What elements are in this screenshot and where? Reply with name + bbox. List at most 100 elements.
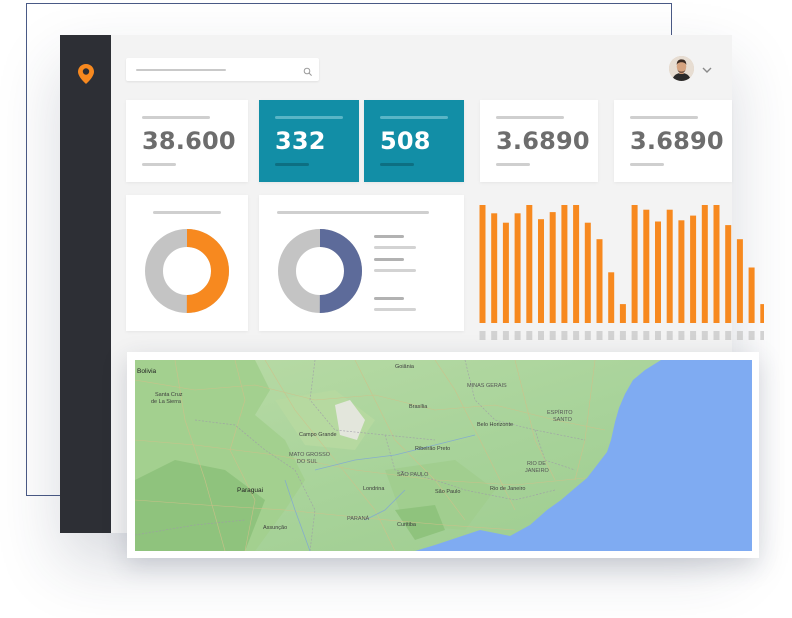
kpi-caption-line <box>380 163 414 166</box>
map-label: SÃO PAULO <box>397 472 429 478</box>
map-label: São Paulo <box>435 489 461 495</box>
kpi-card-3[interactable]: 508 <box>364 100 464 182</box>
map-label: Curitiba <box>397 522 416 528</box>
legend-line <box>374 297 404 300</box>
bar-tick-label-placeholder <box>631 331 638 340</box>
bar <box>713 205 720 323</box>
map-label: Santa Cruz <box>155 392 183 398</box>
bar <box>538 219 544 323</box>
bar-tick-label-placeholder <box>760 331 764 340</box>
bar <box>748 267 755 323</box>
map-label: Ribeirão Preto <box>415 446 451 452</box>
bar <box>491 213 498 323</box>
map-label: Belo Horizonte <box>477 422 514 428</box>
kpi-value: 508 <box>380 127 431 155</box>
donut-chart-1 <box>145 229 229 313</box>
donut-card-2[interactable] <box>259 195 464 331</box>
map-label: DO SUL <box>297 459 318 465</box>
bar-tick-label-placeholder <box>538 331 544 340</box>
map-label: Paraguai <box>237 487 264 494</box>
map-label: Campo Grande <box>299 432 337 438</box>
donut-card-1[interactable] <box>126 195 248 331</box>
bar <box>479 205 486 323</box>
map-label: PARANÁ <box>347 516 370 522</box>
bar-tick-label-placeholder <box>643 331 650 340</box>
bar <box>736 239 743 323</box>
map-label: Assunção <box>263 525 288 531</box>
bar <box>596 239 603 323</box>
legend-line <box>374 235 404 238</box>
donut-main-slice <box>278 229 362 313</box>
kpi-card-2[interactable]: 332 <box>259 100 359 182</box>
map-card: Bolivia Santa Cruz de La Sierra Goiânia … <box>127 352 759 558</box>
kpi-value: 38.600 <box>142 127 236 155</box>
card-title-line <box>277 211 429 214</box>
map-label: de La Sierra <box>151 399 181 405</box>
bar-tick-label-placeholder <box>526 331 533 340</box>
kpi-card-4[interactable]: 3.6890 <box>480 100 598 182</box>
bar <box>690 215 697 323</box>
donut-chart-2 <box>278 229 362 313</box>
bar <box>573 205 580 323</box>
bar <box>502 222 509 323</box>
kpi-title-line <box>142 116 210 119</box>
user-avatar[interactable] <box>669 56 694 81</box>
sidebar <box>60 35 111 533</box>
kpi-caption-line <box>275 163 309 166</box>
map-pin-icon[interactable] <box>77 63 95 85</box>
card-title-line <box>153 211 221 214</box>
map-label: Goiânia <box>395 364 414 370</box>
bar-tick-label-placeholder <box>561 331 568 340</box>
bar <box>549 212 556 323</box>
bar-tick-label-placeholder <box>584 331 591 340</box>
map-label: Bolivia <box>137 368 157 375</box>
search-icon[interactable] <box>303 64 313 76</box>
bar <box>701 205 708 323</box>
kpi-value: 3.6890 <box>496 127 590 155</box>
bar-tick-label-placeholder <box>725 331 732 340</box>
bar-tick-label-placeholder <box>666 331 673 340</box>
bar-tick-label-placeholder <box>491 331 498 340</box>
kpi-value: 3.6890 <box>630 127 724 155</box>
map-label: MATO GROSSO <box>289 452 331 458</box>
bar <box>514 213 521 323</box>
legend-line <box>374 258 404 261</box>
legend-line <box>374 246 416 249</box>
donut-main-slice <box>145 229 229 313</box>
search-input[interactable] <box>126 58 319 81</box>
kpi-caption-line <box>630 163 664 166</box>
kpi-title-line <box>275 116 343 119</box>
kpi-card-1[interactable]: 38.600 <box>126 100 248 182</box>
bar-tick-label-placeholder <box>655 331 661 340</box>
bar-tick-label-placeholder <box>502 331 509 340</box>
map-terrain <box>135 360 752 551</box>
kpi-title-line <box>630 116 698 119</box>
map-label: MINAS GERAIS <box>467 383 507 389</box>
kpi-card-5[interactable]: 3.6890 <box>614 100 732 182</box>
bar-chart <box>479 205 764 340</box>
bar-tick-label-placeholder <box>608 331 615 340</box>
legend-line <box>374 308 416 311</box>
bar-tick-label-placeholder <box>736 331 743 340</box>
legend-line <box>374 269 416 272</box>
bar <box>666 209 673 323</box>
map-label: Londrina <box>363 486 385 492</box>
bar <box>678 220 685 323</box>
bar <box>655 221 661 323</box>
chevron-down-icon[interactable] <box>701 62 713 73</box>
kpi-title-line <box>496 116 564 119</box>
bar <box>725 225 732 323</box>
map-label: Brasília <box>409 404 428 410</box>
kpi-caption-line <box>142 163 176 166</box>
map-label: JANEIRO <box>525 468 549 474</box>
map-label: SANTO <box>553 417 572 423</box>
map-label: RIO DE <box>527 461 546 467</box>
bar-tick-label-placeholder <box>690 331 697 340</box>
kpi-caption-line <box>496 163 530 166</box>
bar-tick-label-placeholder <box>701 331 708 340</box>
map-label: ESPÍRITO <box>547 410 573 416</box>
bar <box>584 222 591 323</box>
map-view[interactable]: Bolivia Santa Cruz de La Sierra Goiânia … <box>135 360 752 551</box>
bar-tick-label-placeholder <box>619 331 626 340</box>
bar-tick-label-placeholder <box>713 331 720 340</box>
